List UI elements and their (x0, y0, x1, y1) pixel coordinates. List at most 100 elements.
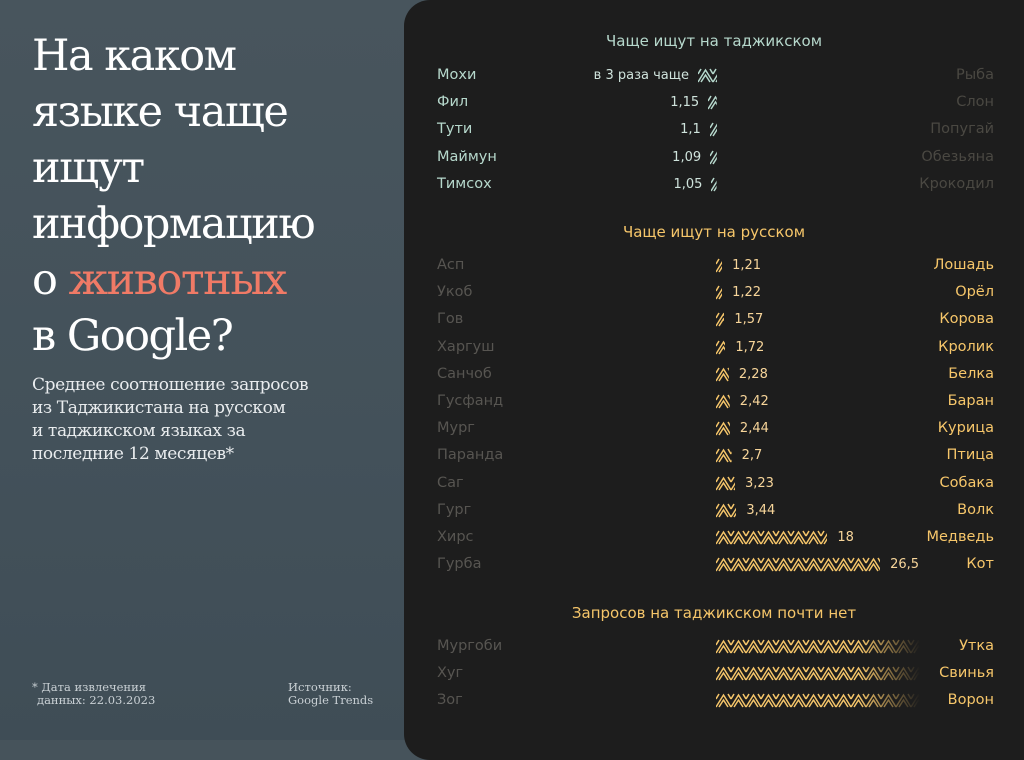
chart-row: Паранда Птица 2,7 (404, 442, 1024, 469)
chart-row: Гург Волк 3,44 (404, 497, 1024, 524)
tajik-word: Асп (437, 257, 465, 273)
data-label: 2,7 (741, 448, 763, 464)
title-line: в Google? (32, 311, 234, 361)
section-title: Чаще ищут на таджикском (605, 32, 823, 50)
data-label: 1,21 (732, 258, 762, 273)
russian-word: Крокодил (919, 175, 994, 192)
tajik-word: Мург (437, 420, 475, 437)
chart-row: Тимсох Крокодил 1,05 (404, 171, 1024, 198)
chart-row: Санчоб Белка 2,28 (404, 361, 1024, 388)
bar (716, 475, 735, 491)
bar-fill (716, 448, 732, 464)
tajik-word: Мохи (437, 67, 477, 83)
bar (716, 421, 730, 437)
tajik-word: Фил (437, 94, 469, 111)
bar-fill (708, 95, 717, 111)
russian-word: Корова (939, 311, 994, 328)
subtitle-line: из Таджикистана на русском (32, 398, 286, 418)
chart-row: Мург Курица 2,44 (404, 415, 1024, 442)
russian-word: Медведь (926, 529, 995, 545)
bar (716, 530, 828, 545)
russian-word: Собака (939, 474, 994, 491)
bar-fill (716, 693, 920, 709)
russian-word: Лошадь (933, 257, 995, 273)
footnote-line: * Дата извлечения (32, 680, 147, 694)
bar-fill (716, 339, 726, 355)
russian-word: Слон (956, 94, 994, 111)
bar-fill (716, 285, 723, 301)
bar (716, 448, 732, 464)
bar-fill (709, 122, 717, 138)
russian-word: Утка (959, 638, 994, 654)
chart-row: Мохи Рыба в 3 раза чаще (404, 62, 1024, 89)
tajik-word: Харгуш (437, 338, 495, 355)
bar (710, 149, 717, 165)
tajik-word: Хуг (437, 665, 464, 682)
bar-fill (716, 530, 828, 545)
title-line: ищут (32, 143, 145, 193)
tajik-word: Саг (437, 474, 464, 491)
chart-row: Укоб Орёл 1,22 (404, 279, 1024, 306)
russian-word: Курица (937, 420, 994, 437)
bar (708, 95, 717, 111)
footnote: * Дата извлечения данных: 22.03.2023 (32, 681, 192, 707)
russian-word: Орёл (955, 284, 994, 301)
chart-row: Мургоби Утка (404, 633, 1024, 660)
left-panel (0, 0, 410, 740)
bar (716, 394, 730, 409)
bar (709, 122, 717, 138)
tajik-word: Тимсох (437, 175, 492, 192)
bar-fill (710, 149, 717, 165)
tajik-word: Гург (437, 501, 472, 518)
chart-row: Хирс Медведь 18 (404, 524, 1024, 551)
tajik-word: Укоб (437, 284, 473, 301)
data-label: 2,44 (739, 421, 769, 437)
bar (716, 639, 920, 654)
tajik-word: Гусфанд (437, 393, 504, 409)
bar (716, 312, 725, 328)
bar (716, 366, 729, 382)
footnote-line: данных: 22.03.2023 (37, 693, 156, 707)
tajik-word: Гов (437, 311, 464, 328)
title-line: языке чаще (32, 87, 289, 137)
data-label: 1,05 (673, 176, 703, 192)
tajik-word: Зог (437, 692, 463, 709)
bar-fill (716, 312, 725, 328)
title-pre: о (32, 255, 69, 305)
tajik-word: Гурба (437, 556, 482, 573)
bar-fill (716, 666, 920, 682)
section-title: Чаще ищут на русском (622, 223, 806, 241)
data-label: 3,44 (746, 502, 776, 518)
bar-fill (716, 502, 737, 518)
chart-row: Фил Слон 1,15 (404, 89, 1024, 116)
data-label: 18 (837, 530, 854, 545)
russian-word: Обезьяна (921, 148, 994, 165)
subtitle-line: последние 12 месяцев* (32, 444, 234, 464)
data-label: 1,22 (732, 285, 762, 301)
source-note: Источник: Google Trends (288, 681, 408, 707)
data-label: в 3 раза чаще (593, 68, 689, 83)
bar (716, 557, 881, 573)
section-title: Запросов на таджикском почти нет (571, 604, 857, 622)
subtitle-line: и таджикском языках за (32, 421, 246, 441)
subtitle-line: Среднее соотношение запросов (32, 375, 309, 395)
chart-row: Асп Лошадь 1,21 (404, 252, 1024, 279)
russian-word: Кот (966, 556, 994, 573)
russian-word: Белка (948, 365, 994, 382)
chart-row: Саг Собака 3,23 (404, 470, 1024, 497)
chart-row: Тути Попугай 1,1 (404, 116, 1024, 143)
data-label: 2,28 (738, 366, 768, 382)
chart-row: Маймун Обезьяна 1,09 (404, 144, 1024, 171)
bar-fill (716, 258, 723, 273)
data-label: 1,15 (670, 95, 700, 111)
russian-word: Ворон (947, 692, 994, 709)
russian-word: Баран (947, 393, 994, 409)
source-line: Источник: (288, 680, 352, 694)
bar-fill (716, 366, 729, 382)
chart-row: Харгуш Кролик 1,72 (404, 334, 1024, 361)
subtitle: Среднее соотношение запросов из Таджикис… (32, 374, 392, 466)
data-label: 1,1 (680, 122, 701, 138)
bar-fill (716, 639, 920, 654)
bar-fill (716, 394, 730, 409)
bar (716, 502, 737, 518)
